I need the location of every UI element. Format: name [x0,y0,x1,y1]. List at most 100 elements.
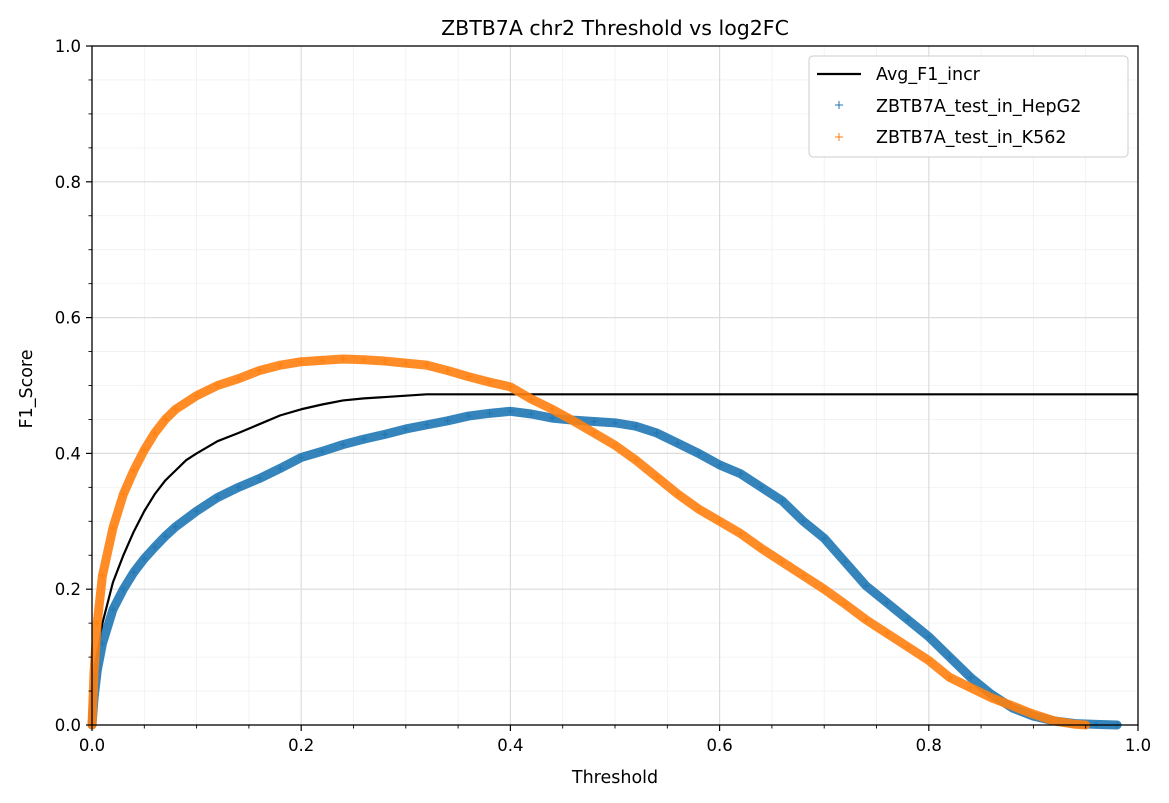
data-point-k562 [842,601,849,608]
data-point-k562 [549,406,556,413]
data-point-hepg2 [737,470,744,477]
data-point-k562 [130,467,137,474]
data-point-k562 [298,358,305,365]
data-point-hepg2 [256,475,263,482]
data-point-hepg2 [507,408,514,415]
data-point-hepg2 [130,569,137,576]
data-point-k562 [674,491,681,498]
data-point-k562 [758,545,765,552]
data-point-k562 [319,357,326,364]
x-tick-label: 0.2 [288,736,314,755]
data-point-hepg2 [465,413,472,420]
y-tick-label: 1.0 [55,37,81,56]
y-axis-label: F1_Score [17,350,37,429]
data-point-k562 [1030,711,1037,718]
data-point-k562 [1009,702,1016,709]
data-point-k562 [402,360,409,367]
data-point-k562 [821,586,828,593]
data-point-k562 [988,694,995,701]
major-grid [92,46,1138,725]
data-point-k562 [528,396,535,403]
data-point-hepg2 [99,640,106,647]
data-point-hepg2 [591,418,598,425]
x-axis-label: Threshold [571,768,658,788]
data-point-k562 [591,430,598,437]
legend-frame [808,55,1129,158]
data-point-k562 [570,417,577,424]
data-point-k562 [381,358,388,365]
data-point-k562 [612,442,618,449]
data-point-hepg2 [925,633,932,640]
legend-marker-k562 [835,133,843,141]
data-point-hepg2 [946,654,953,661]
data-point-k562 [109,525,116,532]
data-point-hepg2 [800,518,807,525]
data-point-k562 [162,416,169,423]
data-point-hepg2 [423,421,430,428]
legend-swatch-k562 [835,133,843,141]
tick-labels: 0.0 0.2 0.4 0.6 0.8 1.0 0.0 0.2 0.4 0.6 0.8 1.0 [55,37,1151,755]
data-point-hepg2 [235,484,242,491]
data-point-hepg2 [674,440,681,447]
data-point-hepg2 [821,535,828,542]
data-point-k562 [507,383,514,390]
chart-title: ZBTB7A chr2 Threshold vs log2FC [441,16,789,40]
data-point-k562 [360,356,367,363]
data-point-hepg2 [842,559,849,566]
legend: Avg_F1_incr ZBTB7A_test_in_HepG2 ZBTB7A_… [808,55,1129,158]
y-tick-label: 0.8 [55,173,81,192]
data-point-k562 [1072,721,1079,728]
y-tick-label: 0.2 [55,580,81,599]
data-point-hepg2 [162,533,169,540]
data-point-hepg2 [444,417,451,424]
data-point-k562 [214,382,221,389]
data-point-hepg2 [549,415,556,422]
data-point-k562 [1051,717,1058,724]
data-point-hepg2 [298,454,305,461]
data-point-hepg2 [904,616,911,623]
series-line-avg-f1 [90,393,1138,726]
data-point-k562 [141,447,148,454]
data-point-hepg2 [402,425,409,432]
data-point-hepg2 [758,484,765,491]
data-point-k562 [486,379,493,386]
data-point-k562 [256,367,263,374]
data-point-k562 [340,356,347,363]
x-tick-label: 0.8 [916,736,942,755]
data-point-k562 [904,643,911,650]
data-point-hepg2 [319,448,326,455]
legend-label-hepg2: ZBTB7A_test_in_HepG2 [876,97,1081,117]
data-point-k562 [465,373,472,380]
data-point-hepg2 [214,494,221,501]
data-point-k562 [423,362,430,369]
data-point-k562 [967,684,974,691]
data-point-hepg2 [120,586,127,593]
data-point-hepg2 [883,599,890,606]
data-point-hepg2 [109,606,116,613]
data-point-hepg2 [695,450,702,457]
data-point-k562 [94,620,101,627]
data-point-hepg2 [486,410,493,417]
data-point-hepg2 [716,461,723,468]
data-point-hepg2 [141,555,148,562]
data-point-k562 [883,630,890,637]
series-band-hepg2 [87,406,1122,730]
data-point-hepg2 [967,674,974,681]
data-point-hepg2 [151,544,158,551]
data-point-k562 [925,657,932,664]
legend-label-avg-f1: Avg_F1_incr [876,65,981,85]
legend-marker-hepg2 [835,101,843,109]
data-point-k562 [172,406,179,413]
data-point-hepg2 [381,431,388,438]
data-point-k562 [444,367,451,374]
data-point-k562 [151,430,158,437]
data-point-k562 [277,362,284,369]
data-point-hepg2 [340,441,347,448]
data-point-k562 [653,474,660,481]
data-point-k562 [737,530,744,537]
legend-label-k562: ZBTB7A_test_in_K562 [876,128,1066,148]
x-tick-label: 0.4 [497,736,523,755]
data-point-k562 [235,375,242,382]
series-layer [87,354,1138,730]
